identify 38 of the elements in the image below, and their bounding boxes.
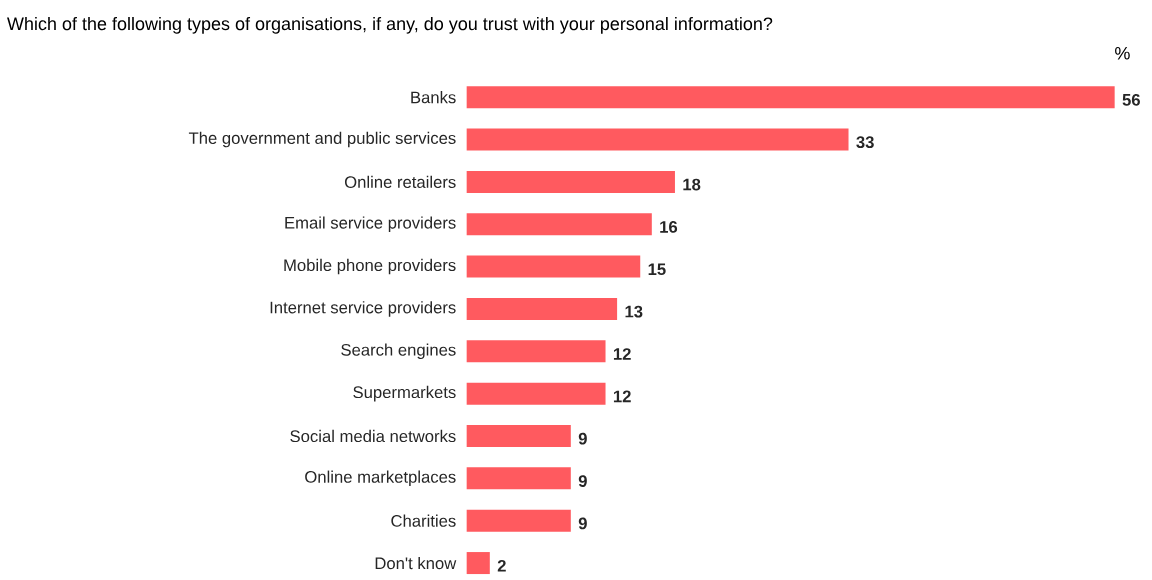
bar bbox=[466, 128, 849, 151]
data-label: 15 bbox=[648, 263, 666, 276]
text: % bbox=[1115, 46, 1130, 60]
y-tick-label: Online marketplaces bbox=[305, 470, 456, 487]
bar bbox=[466, 86, 1115, 109]
data-label: 9 bbox=[578, 517, 587, 530]
data-label: 2 bbox=[497, 559, 506, 572]
bar bbox=[466, 382, 606, 405]
data-label: 33 bbox=[856, 136, 874, 149]
y-tick-label: Search engines bbox=[341, 343, 456, 360]
bar bbox=[466, 170, 675, 193]
bar bbox=[466, 425, 571, 447]
y-tick-label: Email service providers bbox=[285, 216, 456, 232]
data-label: 12 bbox=[613, 348, 631, 360]
data-label: 9 bbox=[578, 475, 587, 487]
y-tick-label: Don't know bbox=[375, 556, 457, 570]
data-label: 13 bbox=[625, 305, 643, 318]
y-tick-label: The government and public services bbox=[188, 131, 456, 148]
bar bbox=[466, 297, 618, 320]
data-label: 9 bbox=[578, 432, 587, 445]
data-label: 16 bbox=[660, 221, 678, 233]
data-label: 12 bbox=[613, 390, 631, 403]
data-label: 18 bbox=[683, 178, 701, 191]
y-tick-label: Mobile phone providers bbox=[284, 258, 456, 275]
y-tick-label: Internet service providers bbox=[270, 301, 456, 317]
y-tick-label: Social media networks bbox=[290, 429, 456, 443]
bar bbox=[466, 509, 571, 532]
y-tick-label: Online retailers bbox=[344, 175, 456, 189]
bar bbox=[466, 213, 652, 236]
y-tick-label: Charities bbox=[391, 514, 456, 527]
data-label: 56 bbox=[1122, 93, 1140, 106]
bar bbox=[466, 340, 606, 363]
chart-title: Which of the following types of organisations, if any, do you trust with your personal information? bbox=[7, 16, 773, 34]
y-tick-label: Supermarkets bbox=[353, 385, 456, 402]
bar bbox=[466, 467, 571, 490]
bar bbox=[466, 255, 641, 278]
y-tick-label: Banks bbox=[411, 91, 456, 104]
bar bbox=[466, 552, 490, 575]
